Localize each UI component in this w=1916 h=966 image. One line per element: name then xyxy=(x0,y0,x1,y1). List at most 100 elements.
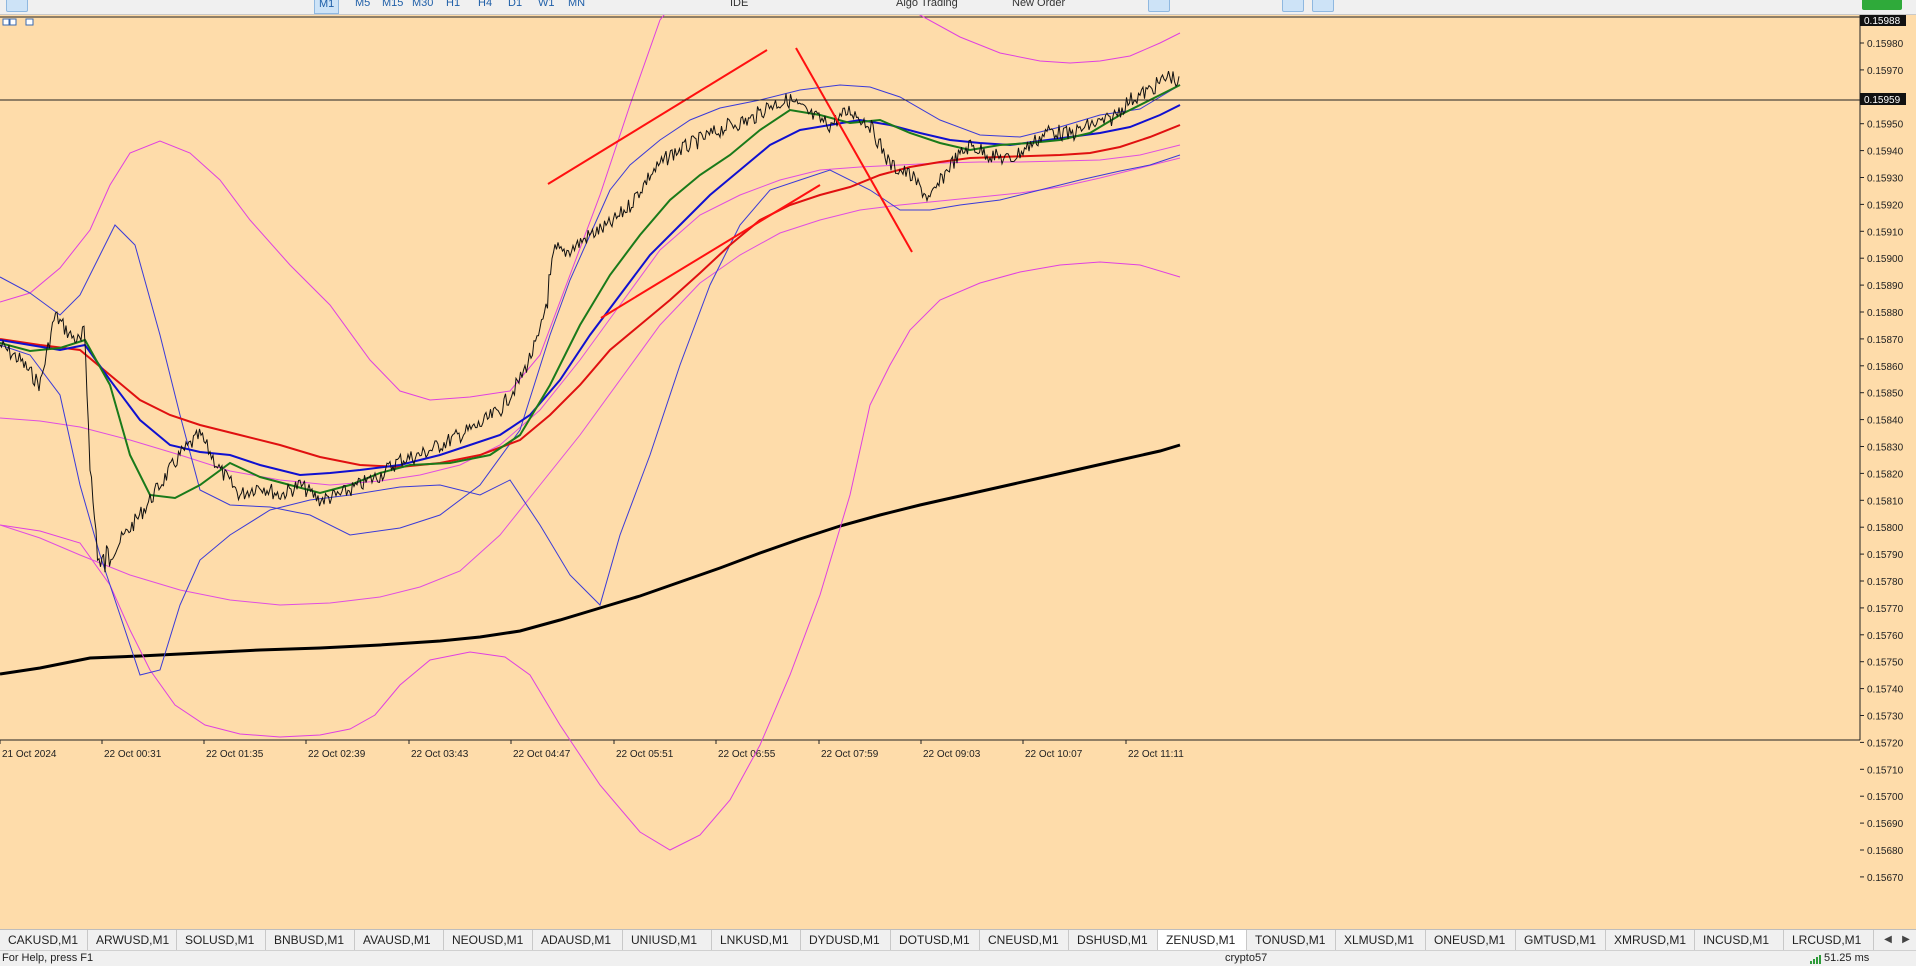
timeframe-d1-button[interactable]: D1 xyxy=(508,0,523,9)
price-tick-label: 0.15730 xyxy=(1867,712,1904,723)
time-tick-label: 22 Oct 10:07 xyxy=(1025,749,1083,760)
vertical-line-tool-button[interactable] xyxy=(64,0,86,12)
one-click-trading-icon xyxy=(2,18,10,26)
price-chart[interactable]: 0.159800.159700.159600.159500.159400.159… xyxy=(0,15,1916,929)
price-tick-label: 0.15970 xyxy=(1867,66,1904,77)
symbol-tab[interactable]: ONEUSD,M1 xyxy=(1426,930,1516,950)
price-tick-label: 0.15760 xyxy=(1867,631,1904,642)
symbol-tab[interactable]: ZENUSD,M1 xyxy=(1158,930,1247,950)
symbol-tab[interactable]: DOTUSD,M1 xyxy=(891,930,980,950)
cursor-tool-button[interactable] xyxy=(6,0,28,12)
symbol-tab[interactable]: XLMUSD,M1 xyxy=(1336,930,1426,950)
outer-band-upper-right xyxy=(918,15,1181,64)
market-depth-button[interactable] xyxy=(1092,0,1114,12)
ma-fast-line xyxy=(0,84,1181,500)
timeframe-m30-button[interactable]: M30 xyxy=(412,0,434,9)
time-tick-label: 22 Oct 07:59 xyxy=(821,749,879,760)
symbol-tab[interactable]: ADAUSD,M1 xyxy=(533,930,623,950)
shapes-tool-button[interactable] xyxy=(214,0,236,12)
price-tick-label: 0.15870 xyxy=(1867,335,1904,346)
line-chart-button[interactable] xyxy=(1148,0,1170,12)
tabs-scroll-left-icon[interactable]: ◀ xyxy=(1884,934,1892,945)
crosshair-tool-button[interactable] xyxy=(34,0,56,12)
zoom-out-button[interactable] xyxy=(1218,0,1240,12)
lock-icon[interactable] xyxy=(760,0,782,12)
top-price-marker xyxy=(1860,15,1906,26)
price-tick-label: 0.15700 xyxy=(1867,792,1904,803)
symbol-tab[interactable]: GMTUSD,M1 xyxy=(1516,930,1606,950)
price-tick-label: 0.15780 xyxy=(1867,577,1904,588)
price-tick-label: 0.15900 xyxy=(1867,254,1904,265)
time-tick-label: 22 Oct 01:35 xyxy=(206,749,264,760)
price-tick-label: 0.15910 xyxy=(1867,227,1904,238)
current-price-label: 0.15959 xyxy=(1864,95,1901,106)
timeframe-h4-button[interactable]: H4 xyxy=(478,0,493,9)
price-tick-label: 0.15850 xyxy=(1867,389,1904,400)
chart-type-button[interactable] xyxy=(608,0,630,12)
symbol-tab[interactable]: XMRUSD,M1 xyxy=(1606,930,1695,950)
price-tick-label: 0.15860 xyxy=(1867,362,1904,373)
template-button[interactable] xyxy=(652,0,674,12)
price-tick-label: 0.15770 xyxy=(1867,604,1904,615)
time-axis: 21 Oct 2024 22 Oct 00:31 22 Oct 01:35 22 Oc… xyxy=(0,740,1184,760)
symbol-tab[interactable]: UNIUSD,M1 xyxy=(623,930,712,950)
signal-strength-icon xyxy=(1862,0,1902,10)
price-tick-label: 0.15750 xyxy=(1867,658,1904,669)
ide-button[interactable]: IDE xyxy=(730,0,749,9)
timeframe-m5-button[interactable]: M5 xyxy=(355,0,371,9)
price-tick-label: 0.15690 xyxy=(1867,819,1904,830)
timeframe-mn-button[interactable]: MN xyxy=(568,0,586,9)
account-icon[interactable] xyxy=(1800,0,1822,12)
inner-band-pink-lower xyxy=(0,157,1181,606)
help-text: For Help, press F1 xyxy=(2,952,94,964)
trendline-tool-button[interactable] xyxy=(108,0,130,12)
price-tick-label: 0.15790 xyxy=(1867,550,1904,561)
symbol-tab[interactable]: AVAUSD,M1 xyxy=(355,930,444,950)
price-tick-label: 0.15840 xyxy=(1867,416,1904,427)
chart-canvas[interactable]: 0.159800.159700.159600.159500.159400.159… xyxy=(0,15,1916,929)
symbol-tab[interactable]: CNEUSD,M1 xyxy=(980,930,1069,950)
timeframe-m15-button[interactable]: M15 xyxy=(382,0,404,9)
outer-band-lower xyxy=(0,261,1181,851)
tile-windows-button[interactable] xyxy=(1250,0,1272,12)
symbol-tab[interactable]: TONUSD,M1 xyxy=(1247,930,1336,950)
autoscroll-button[interactable] xyxy=(1282,0,1304,12)
screenshot-button[interactable] xyxy=(1355,0,1377,12)
zoom-in-button[interactable] xyxy=(1188,0,1210,12)
symbol-tab[interactable]: INCUSD,M1 xyxy=(1695,930,1784,950)
price-tick-label: 0.15680 xyxy=(1867,846,1904,857)
symbol-tab[interactable]: BNBUSD,M1 xyxy=(266,930,355,950)
channel-tool-button[interactable] xyxy=(138,0,160,12)
symbol-tab[interactable]: DSHUSD,M1 xyxy=(1069,930,1158,950)
symbol-tab[interactable]: CAKUSD,M1 xyxy=(0,930,88,950)
symbol-tab[interactable]: SOLUSD,M1 xyxy=(177,930,266,950)
price-tick-label: 0.15890 xyxy=(1867,281,1904,292)
symbol-tab[interactable]: LRCUSD,M1 xyxy=(1784,930,1874,950)
trendline-down xyxy=(795,47,913,253)
timeframe-m1-button[interactable]: M1 xyxy=(314,0,340,14)
time-tick-label: 22 Oct 05:51 xyxy=(616,749,674,760)
fibonacci-tool-button[interactable] xyxy=(166,0,188,12)
chart-shift-button[interactable] xyxy=(1312,0,1334,12)
time-tick-label: 22 Oct 02:39 xyxy=(308,749,366,760)
ping-value: 51.25 ms xyxy=(1824,952,1870,964)
trendline-lower xyxy=(600,184,821,319)
price-tick-label: 0.15670 xyxy=(1867,873,1904,884)
symbol-tab[interactable]: NEOUSD,M1 xyxy=(444,930,533,950)
tabs-scroll-right-icon[interactable]: ▶ xyxy=(1902,934,1910,945)
bar-chart-button[interactable] xyxy=(1118,0,1140,12)
time-tick-label: 22 Oct 11:11 xyxy=(1128,749,1184,760)
outer-band-upper xyxy=(0,15,665,401)
new-order-button[interactable]: New Order xyxy=(1012,0,1066,9)
algo-trading-button[interactable]: Algo Trading xyxy=(896,0,958,9)
symbol-tab[interactable]: ARWUSD,M1 xyxy=(88,930,177,950)
price-tick-label: 0.15940 xyxy=(1867,147,1904,158)
price-tick-label: 0.15920 xyxy=(1867,200,1904,211)
symbol-tab[interactable]: DYDUSD,M1 xyxy=(801,930,891,950)
timeframe-h1-button[interactable]: H1 xyxy=(446,0,461,9)
symbol-tab[interactable]: LNKUSD,M1 xyxy=(712,930,801,950)
search-icon[interactable] xyxy=(1768,0,1790,12)
time-tick-label: 22 Oct 06:55 xyxy=(718,749,776,760)
timeframe-w1-button[interactable]: W1 xyxy=(538,0,555,9)
inner-band-lower xyxy=(0,154,1181,676)
